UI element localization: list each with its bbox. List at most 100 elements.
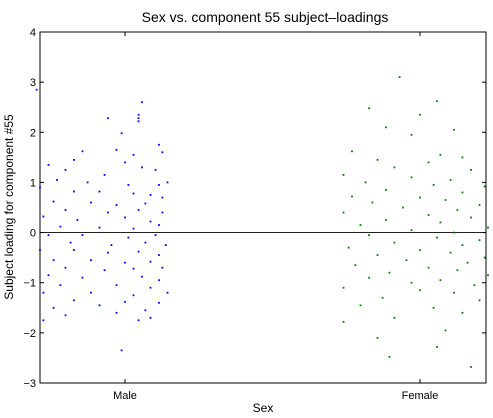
data-point-male <box>64 209 67 211</box>
data-point-female <box>453 128 455 131</box>
data-point-female <box>483 185 486 188</box>
data-point-male <box>158 143 160 146</box>
x-tick-label-male: Male <box>113 390 137 402</box>
x-tick-label-female: Female <box>402 390 439 402</box>
data-point-female <box>402 206 404 209</box>
data-point-female <box>427 266 430 269</box>
data-point-male <box>98 304 101 307</box>
data-point-male <box>158 254 160 256</box>
data-point-female <box>381 296 384 299</box>
y-tick-label: 4 <box>30 27 36 39</box>
data-point-female <box>342 211 345 214</box>
data-point-male <box>149 220 152 223</box>
data-point-male <box>127 184 130 186</box>
data-point-female <box>478 204 481 206</box>
data-point-male <box>158 279 160 282</box>
data-point-female <box>398 76 401 78</box>
data-point-male <box>59 284 62 287</box>
data-point-female <box>453 231 455 234</box>
data-point-male <box>164 244 167 246</box>
data-point-female <box>427 161 430 164</box>
data-point-female <box>368 276 370 279</box>
data-point-female <box>449 251 452 254</box>
data-point-male <box>47 274 50 277</box>
data-point-male <box>137 250 140 253</box>
data-point-male <box>90 259 92 262</box>
data-point-male <box>158 301 160 304</box>
plot-area-border <box>39 31 487 384</box>
data-point-male <box>52 259 55 262</box>
data-point-male <box>141 166 143 169</box>
data-point-female <box>483 256 486 259</box>
data-point-male <box>56 179 58 181</box>
data-point-male <box>124 216 126 219</box>
data-point-male <box>149 194 152 196</box>
data-point-female <box>393 166 396 169</box>
data-point-male <box>76 219 79 221</box>
data-point-male <box>52 306 55 309</box>
data-point-male <box>98 190 101 193</box>
data-point-male <box>124 161 126 164</box>
data-point-female <box>368 234 370 236</box>
data-point-male <box>64 169 67 171</box>
y-tick-label: −2 <box>23 328 36 340</box>
data-point-female <box>410 281 413 284</box>
data-point-female <box>453 291 455 294</box>
data-point-male <box>166 291 169 294</box>
data-point-female <box>444 329 447 332</box>
data-point-male <box>137 209 140 211</box>
y-tick-label: −3 <box>23 378 36 390</box>
data-point-male <box>161 266 164 269</box>
data-point-female <box>410 229 413 231</box>
data-point-male <box>158 184 160 186</box>
data-point-female <box>439 279 442 282</box>
data-point-female <box>359 304 362 307</box>
y-tick-label: 1 <box>30 177 36 189</box>
data-point-female <box>487 274 489 277</box>
data-point-male <box>132 153 135 156</box>
data-point-female <box>385 189 387 191</box>
data-point-female <box>410 176 413 179</box>
y-axis-label: Subject loading for component #55 <box>2 114 16 300</box>
data-point-female <box>449 179 452 181</box>
data-point-male <box>90 201 92 204</box>
data-point-male <box>132 227 135 230</box>
data-point-female <box>478 239 481 241</box>
data-point-male <box>39 186 41 189</box>
data-point-male <box>73 159 75 161</box>
data-point-male <box>69 241 72 244</box>
data-point-female <box>444 199 447 201</box>
data-point-female <box>487 226 489 229</box>
data-point-female <box>461 311 464 314</box>
data-point-male <box>161 151 164 154</box>
data-point-male <box>73 249 75 251</box>
data-point-female <box>376 254 379 256</box>
y-tick-label: −1 <box>23 278 36 290</box>
data-point-female <box>461 191 464 194</box>
data-points <box>35 76 489 368</box>
data-point-male <box>124 261 126 264</box>
data-point-female <box>436 346 438 348</box>
data-point-male <box>132 192 135 195</box>
data-point-female <box>456 209 459 211</box>
data-point-male <box>166 181 169 184</box>
data-point-male <box>120 132 123 135</box>
y-axis-ticks: −3 −2 −1 0 1 2 3 4 <box>23 27 486 390</box>
data-point-male <box>137 120 140 123</box>
data-point-female <box>473 284 476 287</box>
data-point-male <box>59 225 62 228</box>
data-point-male <box>103 174 106 176</box>
data-point-male <box>144 202 147 205</box>
data-point-female <box>470 366 472 368</box>
data-point-male <box>110 244 113 246</box>
data-point-female <box>376 337 379 339</box>
data-point-female <box>419 113 421 116</box>
x-axis-ticks: Male Female <box>113 32 438 402</box>
data-point-male <box>86 181 89 184</box>
data-point-male <box>115 204 118 206</box>
data-point-male <box>81 234 84 236</box>
data-point-female <box>388 356 391 358</box>
data-point-male <box>124 300 126 303</box>
data-point-male <box>73 299 75 302</box>
